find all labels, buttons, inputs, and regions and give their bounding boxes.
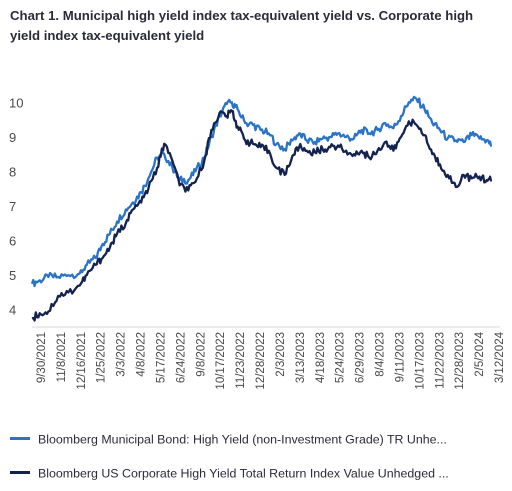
x-tick-label: 10/17/2022 bbox=[215, 332, 227, 390]
x-tick-label: 2/5/2024 bbox=[474, 331, 486, 376]
series-lines bbox=[30, 95, 493, 322]
x-axis: 9/30/2021 11/8/2021 12/16/2021 1/25/2022 3/3… bbox=[32, 326, 506, 390]
x-tick-label: 11/22/2023 bbox=[434, 332, 446, 389]
x-tick-label: 6/24/2022 bbox=[175, 332, 187, 383]
series-line-muni bbox=[30, 95, 493, 288]
x-tick-label: 8/4/2023 bbox=[375, 332, 387, 377]
y-tick-label: 7 bbox=[9, 199, 16, 214]
y-tick-label: 4 bbox=[9, 303, 16, 318]
y-tick-label: 5 bbox=[9, 268, 16, 283]
x-tick-label: 2/3/2023 bbox=[275, 332, 287, 377]
chart-title: Chart 1. Municipal high yield index tax-… bbox=[10, 8, 474, 43]
legend-label-corp: Bloomberg US Corporate High Yield Total … bbox=[38, 466, 449, 481]
x-tick-label: 11/23/2022 bbox=[235, 332, 247, 389]
legend-swatch-muni bbox=[10, 437, 30, 441]
x-tick-label: 9/11/2023 bbox=[394, 332, 406, 382]
x-tick-label: 3/12/2024 bbox=[494, 331, 506, 383]
y-tick-label: 10 bbox=[9, 95, 23, 110]
x-tick-label: 4/18/2023 bbox=[315, 332, 327, 383]
x-tick-label: 12/16/2021 bbox=[76, 332, 88, 390]
legend-item-muni: Bloomberg Municipal Bond: High Yield (no… bbox=[10, 432, 510, 447]
legend-label-muni: Bloomberg Municipal Bond: High Yield (no… bbox=[38, 432, 447, 447]
x-tick-label: 9/30/2021 bbox=[36, 332, 48, 383]
x-tick-label: 6/29/2023 bbox=[355, 332, 367, 383]
x-tick-label: 12/28/2022 bbox=[255, 332, 267, 390]
y-tick-label: 9 bbox=[9, 130, 16, 145]
x-tick-label: 1/25/2022 bbox=[96, 332, 108, 383]
y-axis: 4 5 6 7 8 9 10 bbox=[9, 95, 23, 317]
x-tick-label: 11/8/2021 bbox=[56, 332, 68, 382]
y-tick-label: 6 bbox=[9, 234, 16, 249]
x-tick-label: 5/24/2023 bbox=[335, 332, 347, 383]
x-tick-label: 10/17/2023 bbox=[414, 332, 426, 390]
x-tick-label: 4/8/2022 bbox=[136, 332, 148, 377]
x-tick-label: 3/3/2022 bbox=[116, 332, 128, 377]
y-tick-label: 8 bbox=[9, 164, 16, 179]
x-tick-label: 3/13/2023 bbox=[295, 332, 307, 383]
legend-swatch-corp bbox=[10, 471, 30, 475]
x-tick-label: 12/28/2023 bbox=[454, 332, 466, 390]
x-tick-label: 5/17/2022 bbox=[155, 332, 167, 383]
x-tick-label: 9/8/2022 bbox=[195, 332, 207, 377]
legend-item-corp: Bloomberg US Corporate High Yield Total … bbox=[10, 466, 510, 481]
series-line-corp bbox=[31, 109, 493, 322]
